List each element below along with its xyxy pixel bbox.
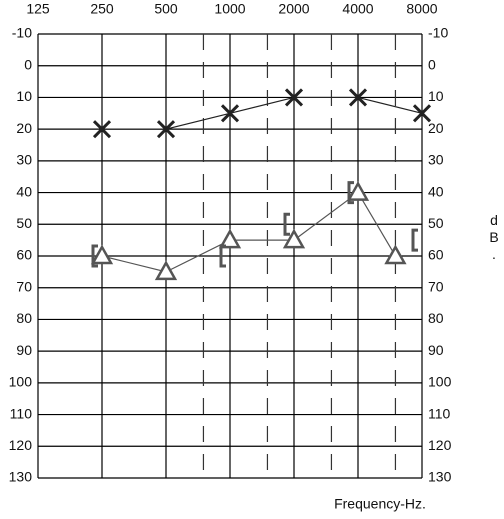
- marker-x: [348, 88, 368, 107]
- y-tick-label-right: 40: [428, 183, 444, 199]
- y-tick-label-right: 50: [428, 215, 444, 231]
- y-tick-label: 40: [16, 183, 32, 199]
- y-tick-label: 50: [16, 215, 32, 231]
- marker-bracket: [91, 244, 98, 268]
- y-tick-label: 20: [16, 120, 32, 136]
- y-tick-label: 30: [16, 152, 32, 168]
- y-tick-label-right: 120: [428, 437, 452, 453]
- x-tick-label: 4000: [342, 1, 373, 17]
- y-tick-label-right: 60: [428, 247, 444, 263]
- bracket: [347, 181, 354, 205]
- marker-x: [92, 120, 112, 139]
- marker-triangle: [218, 228, 242, 249]
- marker-bracket: [347, 181, 354, 205]
- y-tick-label-right: 30: [428, 152, 444, 168]
- marker-x: [412, 104, 432, 123]
- x-tick-label: 500: [154, 1, 178, 17]
- y-tick-label: 0: [24, 56, 32, 72]
- y-tick-label: 10: [16, 88, 32, 104]
- y-tick-label-right: 80: [428, 310, 444, 326]
- triangle: [218, 228, 242, 249]
- y-tick-label: 110: [10, 405, 33, 421]
- y-tick-label-right: 10: [428, 88, 444, 104]
- x-stroke: [284, 88, 304, 107]
- y-tick-label-right: 20: [428, 120, 444, 136]
- marker-triangle: [282, 228, 306, 249]
- y-tick-label-right: -10: [428, 25, 448, 41]
- triangle: [154, 260, 178, 281]
- y-tick-label-right: 0: [428, 56, 436, 72]
- y-tick-label-right: 90: [428, 342, 444, 358]
- bracket: [283, 212, 290, 236]
- y-tick-label-right: 130: [428, 469, 452, 485]
- x-axis-label: Frequency-Hz.: [334, 496, 426, 512]
- y-tick-label: 130: [9, 469, 33, 485]
- series-line: [102, 96, 423, 130]
- x-stroke: [92, 120, 112, 139]
- triangle: [384, 244, 407, 265]
- triangle: [282, 228, 306, 249]
- x-tick-label: 1000: [214, 1, 245, 17]
- marker-triangle: [384, 244, 407, 265]
- marker-bracket: [411, 228, 418, 252]
- marker-bracket: [283, 212, 290, 236]
- y-tick-label: -10: [12, 25, 32, 41]
- y-axis-label: Hearing Level - dB.: [486, 212, 502, 263]
- bracket: [411, 228, 418, 252]
- marker-bracket: [219, 244, 226, 268]
- y-tick-label-right: 110: [428, 405, 451, 421]
- x-tick-label: 8000: [406, 1, 437, 17]
- y-tick-label-right: 100: [428, 374, 452, 390]
- y-tick-label: 90: [16, 342, 32, 358]
- y-tick-label-right: 70: [428, 278, 444, 294]
- x-stroke: [220, 104, 240, 123]
- y-tick-label: 100: [9, 374, 33, 390]
- x-stroke: [412, 104, 432, 123]
- marker-x: [284, 88, 304, 107]
- x-stroke: [348, 88, 368, 107]
- y-tick-label: 70: [16, 278, 32, 294]
- y-tick-label: 80: [16, 310, 32, 326]
- marker-x: [156, 120, 176, 139]
- triangle: [90, 244, 114, 265]
- marker-triangle: [90, 244, 114, 265]
- x-tick-label: 125: [26, 1, 50, 17]
- series-line: [101, 191, 396, 273]
- x-tick-label: 2000: [278, 1, 309, 17]
- x-stroke: [156, 120, 176, 139]
- x-tick-label: 250: [90, 1, 114, 17]
- marker-triangle: [346, 181, 370, 201]
- bracket: [91, 244, 98, 268]
- marker-triangle: [154, 260, 178, 281]
- y-tick-label: 60: [16, 247, 32, 263]
- marker-x: [220, 104, 240, 123]
- y-tick-label: 120: [9, 437, 33, 453]
- bracket: [219, 244, 226, 268]
- triangle: [346, 181, 370, 201]
